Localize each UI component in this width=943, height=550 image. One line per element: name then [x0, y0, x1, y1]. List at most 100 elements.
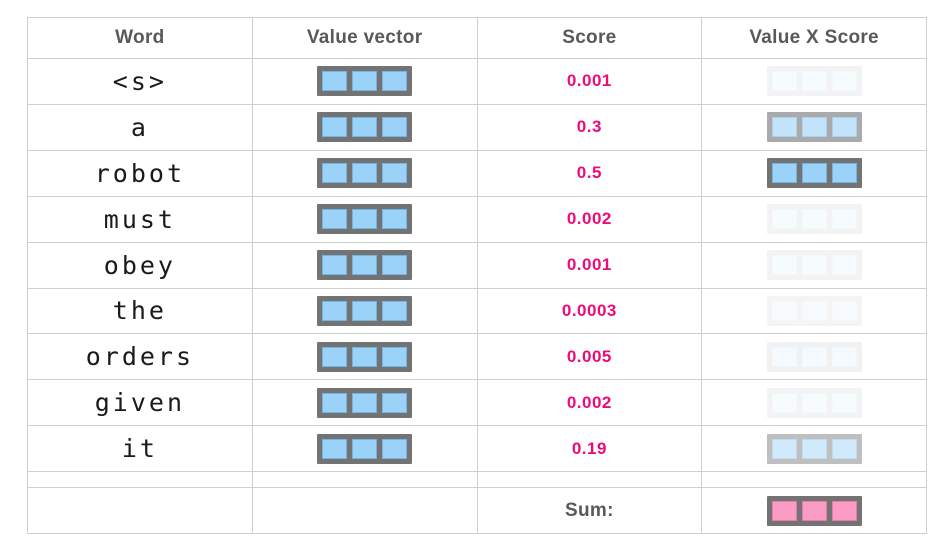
vector-cell [322, 117, 348, 138]
empty-row [28, 471, 926, 488]
vector-cell [771, 255, 797, 276]
vector-cell [352, 209, 378, 230]
word-label: robot [94, 158, 185, 188]
table-row: given 0.002 [28, 379, 926, 426]
table-row: the 0.0003 [28, 287, 926, 334]
value-vector [317, 341, 413, 372]
value-vector [317, 387, 413, 418]
vector-cell [382, 209, 408, 230]
vector-cell [771, 209, 797, 230]
score-value: 0.002 [566, 209, 612, 229]
value-vector [317, 158, 413, 189]
value-vector [317, 204, 413, 235]
header-row: Word Value vector Score Value X Score [28, 18, 926, 58]
vector-cell [382, 392, 408, 413]
vector-cell [771, 346, 797, 367]
vector-cell [352, 163, 378, 184]
vector-cell [382, 71, 408, 92]
column-header-score: Score [562, 27, 617, 48]
vector-cell [322, 71, 348, 92]
score-value: 0.002 [566, 392, 612, 412]
value-x-score-vector [766, 433, 862, 464]
vector-cell [352, 346, 378, 367]
word-label: obey [103, 250, 176, 280]
sum-label: Sum: [565, 499, 614, 521]
vector-cell [771, 163, 797, 184]
value-vector [317, 295, 413, 326]
table-row: orders 0.005 [28, 333, 926, 380]
value-x-score-vector [766, 112, 862, 143]
word-label: <s> [112, 66, 167, 96]
vector-cell [322, 255, 348, 276]
vector-cell [382, 163, 408, 184]
table-row: robot 0.5 [28, 149, 926, 196]
vector-cell [352, 117, 378, 138]
vector-cell [771, 300, 797, 321]
vector-cell [801, 500, 827, 521]
table-row: <s> 0.001 [28, 58, 926, 104]
vector-cell [801, 346, 827, 367]
score-value: 0.001 [566, 255, 612, 275]
value-x-score-vector [766, 66, 862, 97]
vector-cell [831, 255, 857, 276]
vector-cell [322, 438, 348, 459]
vector-cell [322, 209, 348, 230]
score-value: 0.19 [571, 438, 607, 458]
vector-cell [831, 300, 857, 321]
vector-cell [801, 392, 827, 413]
word-label: a [130, 112, 149, 142]
vector-cell [352, 71, 378, 92]
value-x-score-vector [766, 250, 862, 281]
vector-cell [771, 500, 797, 521]
vector-cell [352, 392, 378, 413]
vector-cell [831, 163, 857, 184]
vector-cell [801, 438, 827, 459]
value-x-score-vector [766, 387, 862, 418]
vector-cell [831, 346, 857, 367]
vector-cell [801, 255, 827, 276]
vector-cell [382, 438, 408, 459]
vector-cell [322, 300, 348, 321]
value-x-score-vector [766, 204, 862, 235]
column-header-value-vector: Value vector [306, 27, 423, 48]
vector-cell [352, 300, 378, 321]
vector-cell [801, 117, 827, 138]
value-x-score-vector [766, 341, 862, 372]
word-label: the [112, 296, 167, 326]
vector-cell [771, 392, 797, 413]
vector-cell [382, 117, 408, 138]
table-row: it 0.19 [28, 425, 926, 472]
column-header-value-x-score: Value X Score [749, 27, 879, 48]
value-vector [317, 433, 413, 464]
score-value: 0.0003 [561, 300, 617, 320]
value-x-score-vector [766, 295, 862, 326]
value-vector [317, 112, 413, 143]
vector-cell [382, 255, 408, 276]
word-label: orders [85, 342, 195, 372]
vector-cell [771, 438, 797, 459]
word-label: given [94, 388, 185, 418]
vector-cell [382, 346, 408, 367]
vector-cell [771, 117, 797, 138]
vector-cell [771, 71, 797, 92]
vector-cell [831, 117, 857, 138]
vector-cell [352, 438, 378, 459]
vector-cell [831, 438, 857, 459]
vector-cell [831, 500, 857, 521]
value-vector [317, 66, 413, 97]
table-row: obey 0.001 [28, 241, 926, 288]
vector-cell [801, 209, 827, 230]
table-row: must 0.002 [28, 195, 926, 242]
vector-cell [801, 163, 827, 184]
vector-cell [322, 346, 348, 367]
score-value: 0.001 [566, 71, 612, 91]
vector-cell [322, 163, 348, 184]
vector-cell [801, 71, 827, 92]
score-value: 0.5 [576, 163, 602, 183]
vector-cell [382, 300, 408, 321]
vector-cell [831, 392, 857, 413]
vector-cell [831, 209, 857, 230]
value-x-score-vector [766, 158, 862, 189]
vector-cell [831, 71, 857, 92]
score-value: 0.3 [576, 117, 602, 137]
